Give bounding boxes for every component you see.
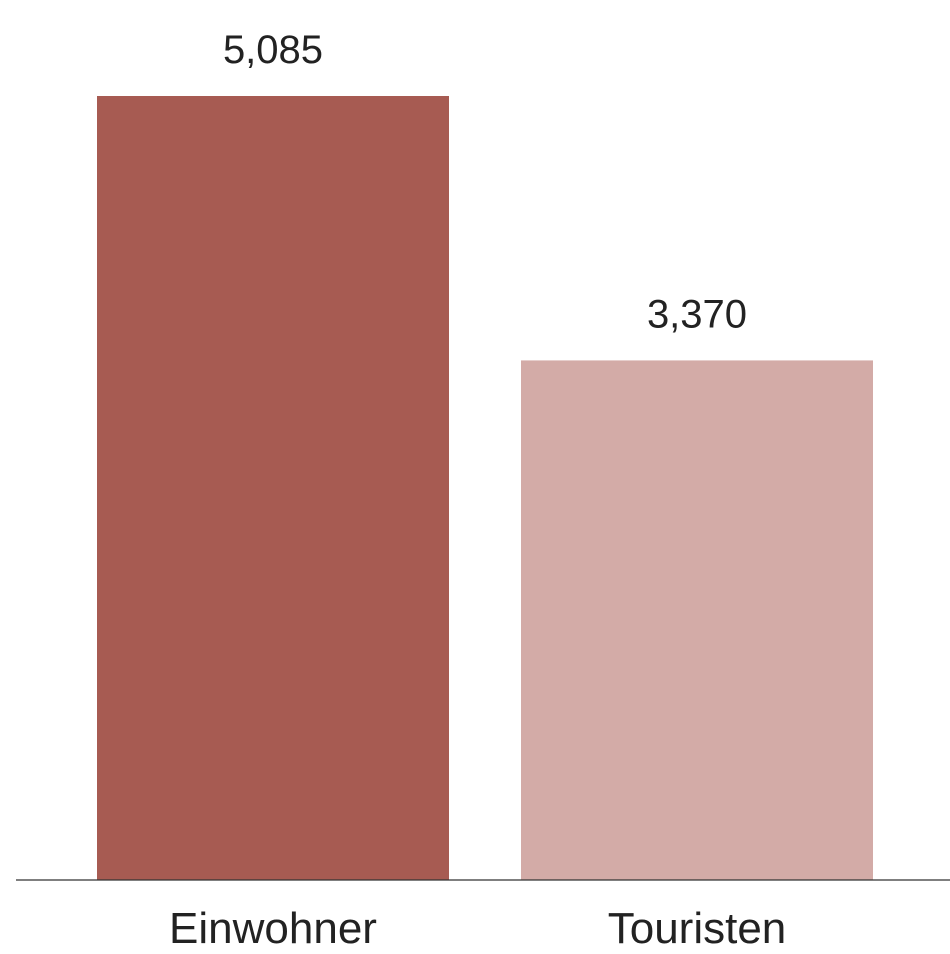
category-labels-layer: Einwohner Touristen <box>169 904 786 953</box>
category-label: Einwohner <box>169 904 377 953</box>
value-labels-layer: 5,085 3,370 <box>223 28 747 336</box>
bar-touristen <box>521 360 873 881</box>
category-label: Touristen <box>608 904 787 953</box>
bar-einwohner <box>97 96 449 880</box>
bars-layer <box>97 96 873 881</box>
value-label: 3,370 <box>647 292 747 336</box>
value-label: 5,085 <box>223 28 323 72</box>
